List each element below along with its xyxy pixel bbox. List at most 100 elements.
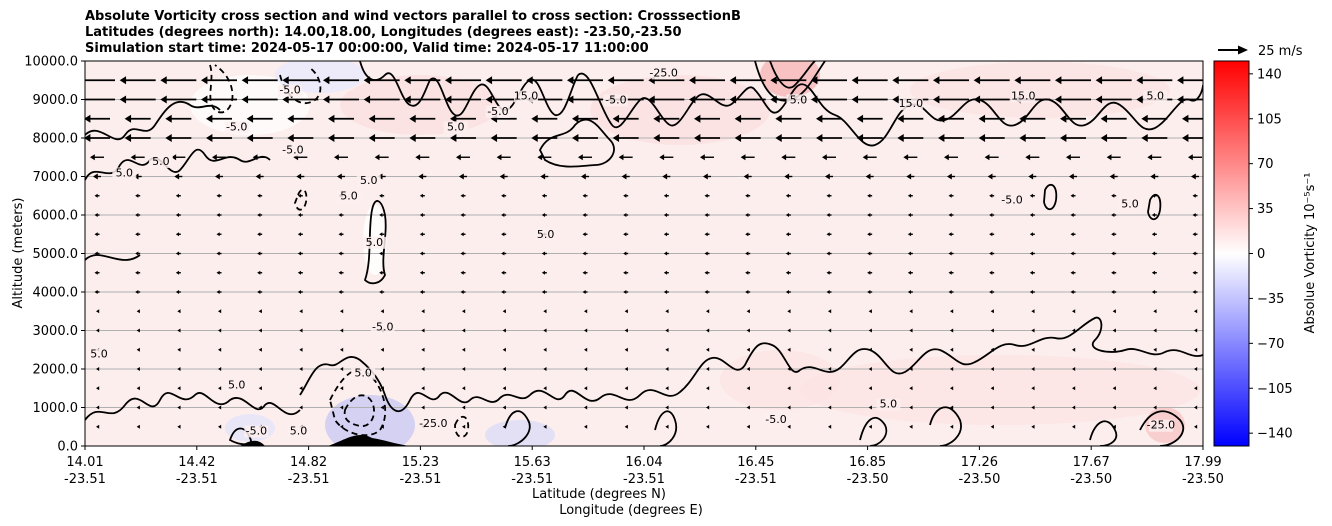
wind-vector-head (770, 76, 777, 85)
wind-vector-head (572, 134, 579, 142)
wind-vector-head (218, 367, 222, 371)
wind-vector-head (543, 367, 547, 371)
wind-vector-head (694, 134, 701, 142)
quiver-key-label: 25 m/s (1258, 44, 1303, 59)
wind-vector-head (94, 290, 98, 294)
contour-label-bg (280, 144, 305, 157)
y-tick-label: 7000.0 (33, 170, 79, 185)
wind-vector-head (485, 76, 493, 85)
chart-title-line-1: Absolute Vorticity cross section and win… (85, 9, 741, 24)
colorbar-tick-label: −35 (1257, 292, 1284, 307)
wind-vector-head (856, 114, 864, 123)
wind-vector-head (704, 232, 708, 237)
wind-vector-head (624, 405, 628, 410)
wind-vector-head (299, 405, 303, 410)
wind-vector-head (1070, 213, 1074, 217)
contour-label-bg (1148, 419, 1173, 432)
wind-vector-head (828, 347, 832, 352)
wind-vector-head (867, 193, 871, 198)
wind-vector-head (1177, 76, 1184, 85)
contour-line (529, 342, 801, 402)
wind-vector-head (745, 270, 749, 275)
wind-vector-head (136, 309, 140, 314)
wind-vector-head (947, 173, 952, 180)
wind-vector-head (623, 213, 627, 217)
contour-label-bg (898, 98, 923, 111)
wind-vector-head (787, 328, 791, 333)
contour-line (538, 118, 615, 168)
vorticity-patch (340, 75, 500, 135)
wind-vector-head (526, 76, 533, 85)
wind-vector-head (421, 405, 425, 410)
wind-vector-head (218, 386, 222, 391)
wind-vector-head (1029, 232, 1034, 237)
wind-vector-head (907, 251, 912, 256)
wind-vector-head (328, 134, 335, 142)
wind-vector-head (136, 405, 140, 410)
vorticity-patch (720, 350, 840, 410)
chart-title-line-3: Simulation start time: 2024-05-17 00:00:… (85, 41, 649, 56)
wind-vector-head (258, 309, 262, 314)
wind-vector-head (541, 193, 546, 198)
wind-vector-head (1151, 290, 1156, 294)
wind-vector-head (257, 270, 261, 275)
wind-vector-head (1070, 270, 1074, 275)
contour-label: 15.0 (1011, 90, 1036, 103)
contour-label-bg (286, 425, 311, 438)
wind-vector-head (1188, 154, 1193, 161)
x-tick-label-lat: 15.63 (514, 455, 551, 470)
wind-vector-head (907, 193, 912, 198)
wind-vector-head (379, 213, 383, 217)
wind-vector-head (706, 367, 710, 371)
wind-vector-head (1028, 173, 1034, 180)
wind-vector-head (948, 290, 952, 294)
wind-vector-head (94, 251, 98, 256)
wind-vector-head (541, 290, 546, 294)
wind-vector-head (177, 328, 181, 333)
x-tick-label-lon: -23.51 (735, 472, 777, 487)
x-tick-label-lon: -23.51 (288, 472, 330, 487)
wind-vector-head (1182, 114, 1189, 123)
wind-vector-head (119, 95, 127, 104)
wind-vector-head (379, 232, 383, 237)
wind-vector-head (1109, 173, 1115, 180)
x-tick-label-lon: -23.51 (511, 472, 553, 487)
wind-vector-head (415, 154, 421, 161)
wind-vector-head (380, 367, 384, 371)
wind-vector-head (770, 95, 777, 104)
wind-vector-head (785, 270, 790, 275)
wind-vector-head (462, 424, 466, 429)
contour-label: 15.0 (899, 97, 924, 110)
wind-vector-head (218, 328, 222, 333)
wind-vector-head (868, 386, 872, 391)
wind-vector-head (462, 367, 466, 371)
wind-vector-head (907, 290, 912, 294)
wind-vector-head (989, 232, 993, 237)
wind-vector-head (496, 154, 502, 161)
wind-vector-head (257, 251, 261, 256)
wind-vector-head (706, 386, 710, 391)
wind-vector-head (868, 405, 872, 410)
colorbar-tick-label: 0 (1257, 247, 1265, 262)
contour-label: 5.0 (90, 347, 108, 360)
y-tick-label: 5000.0 (33, 247, 79, 262)
colorbar-tick-label: −105 (1257, 382, 1293, 397)
wind-vector-head (703, 173, 708, 180)
contour-label-bg (370, 321, 395, 334)
wind-vector-head (456, 154, 461, 161)
wind-vector-head (665, 386, 669, 391)
wind-vector-head (201, 76, 208, 85)
wind-vector-head (135, 290, 139, 294)
contour-label-bg (337, 190, 362, 203)
contour-label: 5.0 (340, 190, 358, 203)
wind-vector-head (96, 328, 100, 333)
wind-vector-head (340, 386, 344, 391)
wind-vector-head (96, 405, 100, 410)
wind-vector-head (648, 95, 655, 104)
wind-vector-head (502, 405, 506, 410)
wind-vector-head (948, 232, 952, 237)
wind-vector-head (746, 347, 750, 352)
wind-vector-head (989, 193, 993, 198)
wind-vector-head (462, 405, 466, 410)
wind-vector-head (909, 367, 913, 371)
